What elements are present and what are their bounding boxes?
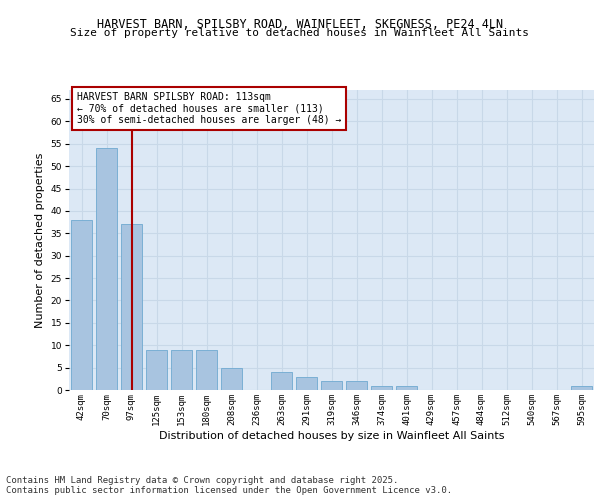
- Text: HARVEST BARN SPILSBY ROAD: 113sqm
← 70% of detached houses are smaller (113)
30%: HARVEST BARN SPILSBY ROAD: 113sqm ← 70% …: [77, 92, 341, 124]
- Bar: [321, 381, 342, 390]
- Bar: [296, 376, 317, 390]
- Bar: [346, 381, 367, 390]
- Bar: [371, 386, 392, 390]
- Text: HARVEST BARN, SPILSBY ROAD, WAINFLEET, SKEGNESS, PE24 4LN: HARVEST BARN, SPILSBY ROAD, WAINFLEET, S…: [97, 18, 503, 30]
- Bar: [196, 350, 217, 390]
- Bar: [571, 386, 592, 390]
- X-axis label: Distribution of detached houses by size in Wainfleet All Saints: Distribution of detached houses by size …: [159, 430, 504, 440]
- Text: Contains HM Land Registry data © Crown copyright and database right 2025.
Contai: Contains HM Land Registry data © Crown c…: [6, 476, 452, 495]
- Bar: [221, 368, 242, 390]
- Bar: [271, 372, 292, 390]
- Bar: [71, 220, 92, 390]
- Y-axis label: Number of detached properties: Number of detached properties: [35, 152, 45, 328]
- Bar: [121, 224, 142, 390]
- Bar: [146, 350, 167, 390]
- Bar: [396, 386, 417, 390]
- Text: Size of property relative to detached houses in Wainfleet All Saints: Size of property relative to detached ho…: [71, 28, 530, 38]
- Bar: [96, 148, 117, 390]
- Bar: [171, 350, 192, 390]
